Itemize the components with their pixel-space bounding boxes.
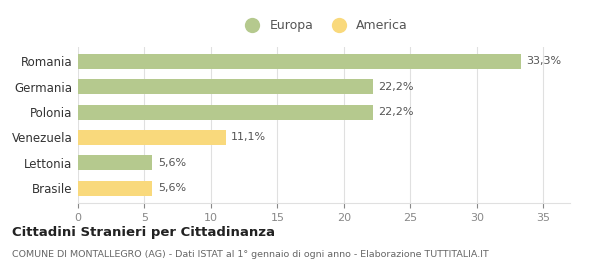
Bar <box>78 130 226 145</box>
Text: COMUNE DI MONTALLEGRO (AG) - Dati ISTAT al 1° gennaio di ogni anno - Elaborazion: COMUNE DI MONTALLEGRO (AG) - Dati ISTAT … <box>12 250 489 259</box>
Text: 22,2%: 22,2% <box>379 82 414 92</box>
Text: 33,3%: 33,3% <box>526 56 561 67</box>
Bar <box>78 79 373 94</box>
Text: 5,6%: 5,6% <box>158 158 186 168</box>
Text: Cittadini Stranieri per Cittadinanza: Cittadini Stranieri per Cittadinanza <box>12 226 275 239</box>
Legend: Europa, America: Europa, America <box>235 14 413 37</box>
Bar <box>78 105 373 120</box>
Bar <box>78 180 152 196</box>
Text: 5,6%: 5,6% <box>158 183 186 193</box>
Bar <box>78 54 521 69</box>
Bar <box>78 155 152 170</box>
Text: 11,1%: 11,1% <box>231 132 266 142</box>
Text: 22,2%: 22,2% <box>379 107 414 117</box>
